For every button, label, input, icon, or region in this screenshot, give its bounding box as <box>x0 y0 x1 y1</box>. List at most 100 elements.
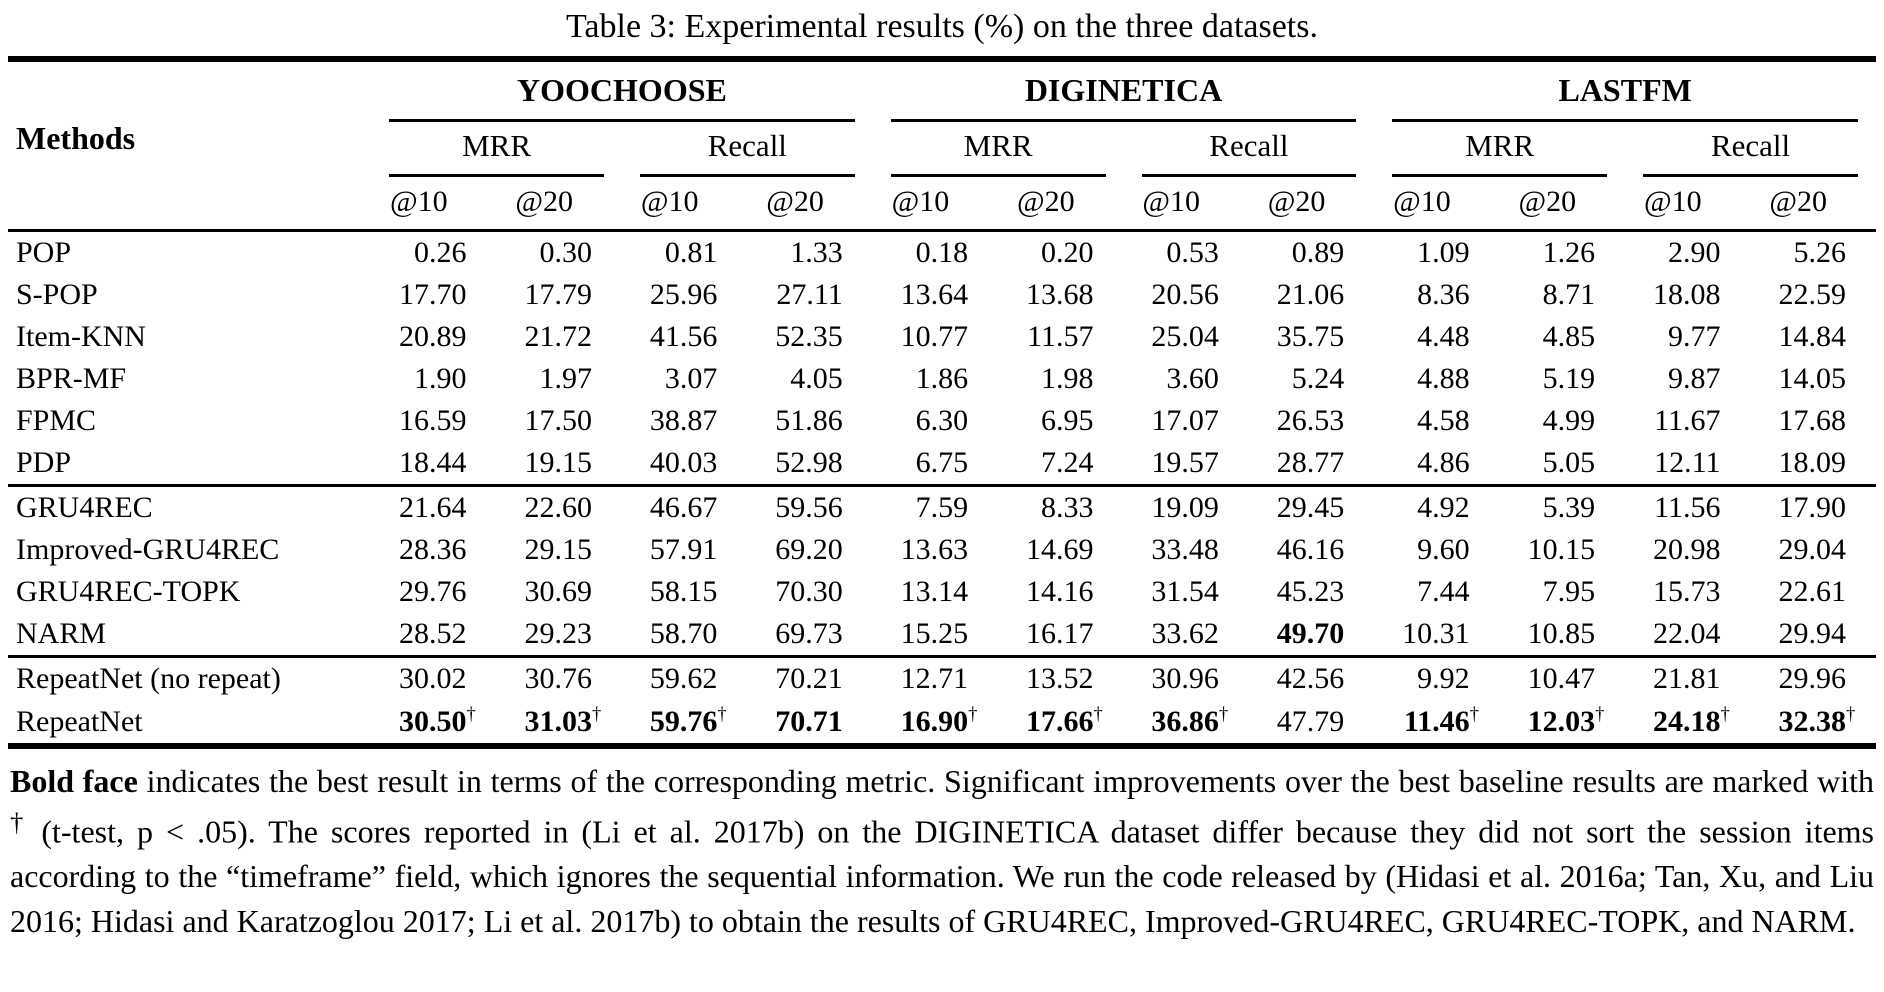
value-cell: 11.56 <box>1625 486 1750 530</box>
metric-value: 19.15 <box>524 446 592 479</box>
cutoff-header: @10 <box>1393 185 1451 218</box>
metric-value: 5.26 <box>1793 236 1847 269</box>
metric-value: 58.15 <box>649 575 718 608</box>
value-cell: 58.15 <box>622 571 747 613</box>
value-cell: 5.26 <box>1750 231 1876 275</box>
metric-value: 24.18 <box>1652 705 1721 738</box>
metric-value: 36.86 <box>1151 705 1219 738</box>
method-cell: RepeatNet (no repeat) <box>16 662 281 695</box>
value-cell: 41.56 <box>622 316 747 358</box>
value-cell: 17.50 <box>497 400 622 442</box>
value-cell: 19.09 <box>1124 486 1249 530</box>
value-cell: 14.16 <box>998 571 1123 613</box>
metric-value: 0.53 <box>1166 236 1219 269</box>
value-cell: 4.86 <box>1374 442 1499 486</box>
metric-value: 40.03 <box>649 446 718 479</box>
value-cell: 16.17 <box>998 613 1123 657</box>
metric-header-mrr: MRR <box>371 122 622 177</box>
value-cell: 28.52 <box>371 613 496 657</box>
metric-value: 10.85 <box>1527 617 1596 650</box>
value-cell: 45.23 <box>1249 571 1374 613</box>
table-row: Improved-GRU4REC 28.36 29.15 57.91 69.20 13.6… <box>8 529 1876 571</box>
value-cell: 46.67 <box>622 486 747 530</box>
value-cell: 30.76 <box>497 657 622 701</box>
value-cell: 17.66† <box>1026 704 1103 738</box>
metric-value: 22.04 <box>1652 617 1721 650</box>
value-cell: 4.85 <box>1500 316 1625 358</box>
value-cell: 13.64 <box>873 274 998 316</box>
metric-value: 25.96 <box>649 278 718 311</box>
metric-value: 4.86 <box>1417 446 1470 479</box>
value-cell: 22.61 <box>1750 571 1876 613</box>
table-row: S-POP 17.70 17.79 25.96 27.11 13.64 13.68 20.56… <box>8 274 1876 316</box>
metric-value: 58.70 <box>649 617 718 650</box>
value-cell: 6.30 <box>873 400 998 442</box>
table-header: Methods YOOCHOOSE DIGINETICA LASTFM MRR … <box>8 59 1876 231</box>
metric-value: 14.69 <box>1026 533 1094 566</box>
cmidrule: Recall <box>1643 122 1858 177</box>
dataset-group-label: DIGINETICA <box>1024 72 1223 108</box>
cutoff-header: @20 <box>1267 185 1326 218</box>
table-row: Item-KNN 20.89 21.72 41.56 52.35 10.77 11.57 25… <box>8 316 1876 358</box>
cutoff-header: @10 <box>390 185 448 218</box>
metric-value: 21.81 <box>1652 662 1721 695</box>
value-cell: 5.39 <box>1500 486 1625 530</box>
metric-value: 6.95 <box>1041 404 1094 437</box>
value-cell: 1.90 <box>371 358 496 400</box>
value-cell: 19.15 <box>497 442 622 486</box>
value-cell: 12.71 <box>873 657 998 701</box>
metric-value: 0.81 <box>664 236 718 269</box>
note-text: (t-test, p < .05). The scores reported i… <box>10 813 1875 940</box>
value-cell: 5.24 <box>1249 358 1374 400</box>
value-cell: 26.53 <box>1249 400 1374 442</box>
metric-value: 14.05 <box>1778 362 1847 395</box>
metric-value: 0.30 <box>539 236 592 269</box>
value-cell: 17.70 <box>371 274 496 316</box>
value-cell: 14.05 <box>1750 358 1876 400</box>
value-cell: 9.87 <box>1625 358 1750 400</box>
metric-value: 13.64 <box>900 278 969 311</box>
metric-value: 9.92 <box>1417 662 1470 695</box>
value-cell: 7.24 <box>998 442 1123 486</box>
metric-value: 16.90 <box>900 705 969 738</box>
metric-value: 4.58 <box>1417 404 1470 437</box>
metric-value: 69.73 <box>775 617 843 650</box>
value-cell: 46.16 <box>1249 529 1374 571</box>
metric-value: 30.96 <box>1151 662 1219 695</box>
value-cell: 10.77 <box>873 316 998 358</box>
metric-value: 10.15 <box>1527 533 1596 566</box>
value-cell: 57.91 <box>622 529 747 571</box>
value-cell: 29.15 <box>497 529 622 571</box>
metric-value: 17.79 <box>524 278 592 311</box>
value-cell: 4.88 <box>1374 358 1499 400</box>
cutoff-header: @20 <box>1769 185 1828 218</box>
value-cell: 9.92 <box>1374 657 1499 701</box>
metric-value: 52.35 <box>775 320 843 353</box>
note-lead: Bold face <box>10 763 138 799</box>
value-cell: 18.08 <box>1625 274 1750 316</box>
dataset-group-label: YOOCHOOSE <box>517 72 727 108</box>
value-cell: 29.45 <box>1249 486 1374 530</box>
value-cell: 15.25 <box>873 613 998 657</box>
value-cell: 20.89 <box>371 316 496 358</box>
value-cell: 8.36 <box>1374 274 1499 316</box>
value-cell: 47.79 <box>1249 700 1374 746</box>
metric-value: 6.75 <box>915 446 969 479</box>
cmidrule: MRR <box>389 122 604 177</box>
value-cell: 49.70 <box>1249 613 1374 657</box>
metric-value: 7.95 <box>1542 575 1596 608</box>
metric-header-recall: Recall <box>622 122 873 177</box>
metric-value: 38.87 <box>649 404 718 437</box>
metric-value: 22.59 <box>1778 278 1847 311</box>
cutoff-header-row: @10 @20 @10 @20 @10 @20 @10 @20 @10 @20 … <box>8 177 1876 231</box>
metric-value: 16.17 <box>1026 617 1094 650</box>
value-cell: 15.73 <box>1625 571 1750 613</box>
value-cell: 52.98 <box>747 442 872 486</box>
value-cell: 11.67 <box>1625 400 1750 442</box>
metric-value: 0.20 <box>1041 236 1094 269</box>
value-cell: 38.87 <box>622 400 747 442</box>
section-repeatnet: RepeatNet (no repeat) 30.02 30.76 59.62 70.2… <box>8 656 1876 747</box>
metric-value: 4.48 <box>1417 320 1470 353</box>
value-cell: 31.54 <box>1124 571 1249 613</box>
metric-value: 15.25 <box>900 617 969 650</box>
